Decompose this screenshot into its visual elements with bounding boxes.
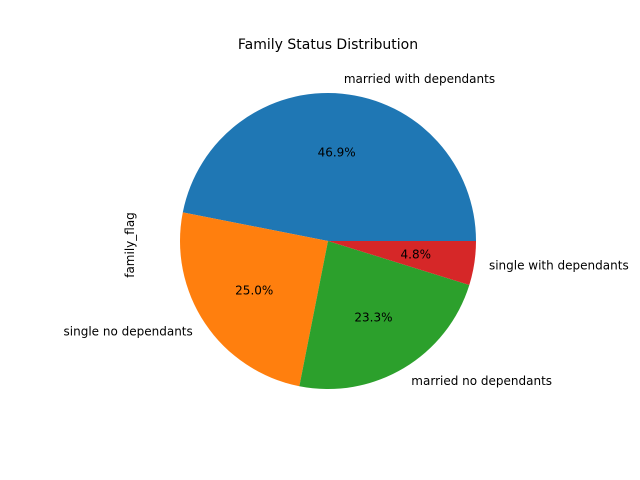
slice-percentage-label: 46.9% [318, 146, 356, 160]
slice-category-label: married no dependants [411, 374, 552, 388]
chart-title: Family Status Distribution [238, 37, 418, 53]
y-axis-label: family_flag [123, 212, 137, 278]
pie-slice [328, 241, 476, 285]
slice-percentage-label: 4.8% [401, 247, 432, 261]
pie-slice [182, 92, 477, 241]
slice-category-label: single with dependants [489, 258, 629, 272]
slice-percentage-label: 23.3% [354, 310, 392, 324]
slice-category-label: married with dependants [344, 72, 495, 86]
slice-category-label: single no dependants [64, 325, 193, 339]
pie-slice [180, 212, 328, 387]
slice-percentage-label: 25.0% [235, 283, 273, 297]
pie-slice [299, 241, 470, 389]
